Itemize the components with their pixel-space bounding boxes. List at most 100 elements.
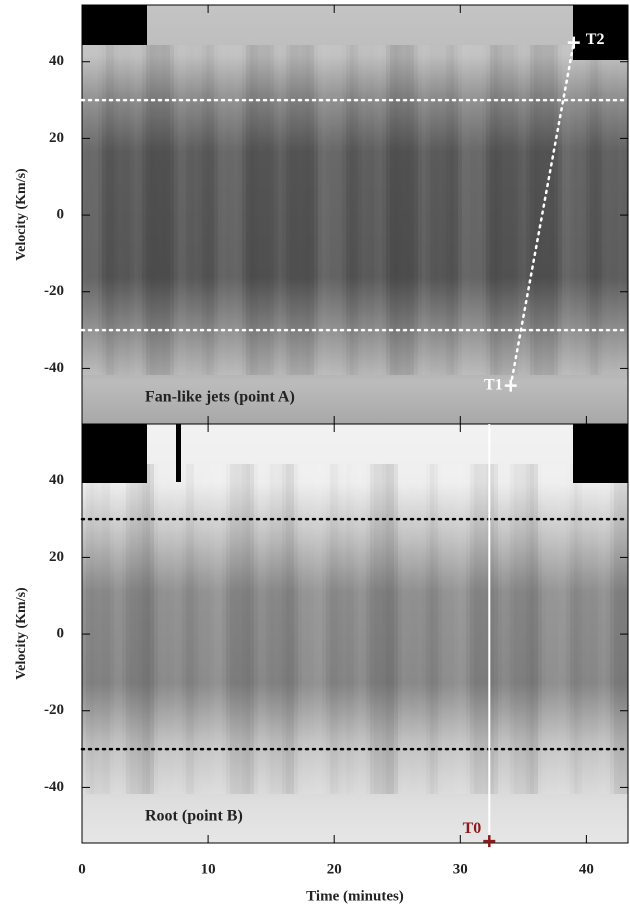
image-stripe	[374, 45, 378, 375]
image-stripe	[594, 45, 598, 375]
image-stripe	[478, 464, 482, 794]
image-stripe	[406, 464, 410, 794]
image-stripe	[122, 45, 126, 375]
image-stripe	[322, 45, 326, 375]
image-stripe	[102, 45, 106, 375]
image-stripe	[470, 464, 474, 794]
image-stripe	[522, 464, 526, 794]
image-stripe	[546, 45, 550, 375]
image-stripe	[482, 45, 486, 375]
image-stripe	[566, 45, 570, 375]
image-stripe	[246, 45, 250, 375]
image-stripe	[582, 45, 586, 375]
y-tick-label: 40	[49, 53, 64, 69]
image-stripe	[82, 464, 86, 794]
image-stripe	[386, 45, 390, 375]
image-stripe	[510, 464, 514, 794]
image-stripe	[522, 45, 526, 375]
image-stripe	[510, 45, 514, 375]
image-stripe	[434, 45, 438, 375]
image-stripe	[290, 45, 294, 375]
y-tick-label: 0	[57, 207, 65, 223]
image-stripe	[218, 464, 222, 794]
image-stripe	[274, 45, 278, 375]
image-stripe	[358, 45, 362, 375]
image-stripe	[150, 45, 154, 375]
image-stripe	[250, 464, 254, 794]
panel-label: Fan-like jets (point A)	[145, 389, 295, 406]
image-stripe	[230, 45, 234, 375]
image-stripe	[82, 45, 86, 375]
image-stripe	[422, 464, 426, 794]
image-stripe	[514, 45, 518, 375]
image-stripe	[290, 464, 294, 794]
image-stripe	[146, 464, 150, 794]
mask-block	[82, 424, 147, 483]
image-stripe	[406, 45, 410, 375]
image-stripe	[298, 464, 302, 794]
image-stripe	[430, 45, 434, 375]
image-stripe	[502, 45, 506, 375]
marker	[483, 835, 496, 848]
image-texture	[82, 45, 626, 375]
image-stripe	[286, 45, 290, 375]
image-stripe	[454, 45, 458, 375]
marker-label: T1	[484, 376, 503, 393]
image-stripe	[562, 464, 566, 794]
image-stripe	[198, 464, 202, 794]
image-stripe	[422, 45, 426, 375]
image-stripe	[618, 464, 622, 794]
image-stripe	[574, 45, 578, 375]
image-stripe	[302, 464, 306, 794]
image-stripe	[170, 464, 174, 794]
image-stripe	[486, 464, 490, 794]
image-stripe	[138, 464, 142, 794]
image-stripe	[326, 464, 330, 794]
image-stripe	[538, 45, 542, 375]
image-stripe	[238, 464, 242, 794]
image-stripe	[110, 464, 114, 794]
image-stripe	[138, 45, 142, 375]
image-stripe	[382, 45, 386, 375]
image-stripe	[190, 45, 194, 375]
image-stripe	[154, 464, 158, 794]
image-stripe	[330, 45, 334, 375]
image-stripe	[114, 45, 118, 375]
marker	[567, 36, 580, 49]
image-stripe	[174, 45, 178, 375]
image-stripe	[178, 464, 182, 794]
image-stripe	[118, 45, 122, 375]
image-stripe	[86, 464, 90, 794]
image-stripe	[494, 464, 498, 794]
x-tick-label: 20	[327, 861, 342, 877]
image-stripe	[502, 464, 506, 794]
image-stripe	[598, 45, 602, 375]
image-stripe	[298, 45, 302, 375]
image-stripe	[158, 45, 162, 375]
image-stripe	[518, 45, 522, 375]
image-stripe	[506, 45, 510, 375]
image-stripe	[470, 45, 474, 375]
image-stripe	[610, 45, 614, 375]
image-stripe	[98, 45, 102, 375]
image-stripe	[230, 464, 234, 794]
image-stripe	[182, 464, 186, 794]
mask-block	[82, 5, 147, 45]
image-stripe	[594, 464, 598, 794]
image-stripe	[454, 464, 458, 794]
image-stripe	[350, 464, 354, 794]
image-stripe	[462, 464, 466, 794]
marker-label: T0	[463, 820, 482, 837]
image-stripe	[198, 45, 202, 375]
image-stripe	[554, 464, 558, 794]
image-stripe	[90, 45, 94, 375]
image-stripe	[318, 464, 322, 794]
image-stripe	[130, 45, 134, 375]
image-texture	[82, 464, 628, 794]
image-stripe	[482, 464, 486, 794]
image-stripe	[478, 45, 482, 375]
image-stripe	[130, 464, 134, 794]
image-stripe	[518, 464, 522, 794]
image-stripe	[186, 45, 190, 375]
image-stripe	[234, 464, 238, 794]
